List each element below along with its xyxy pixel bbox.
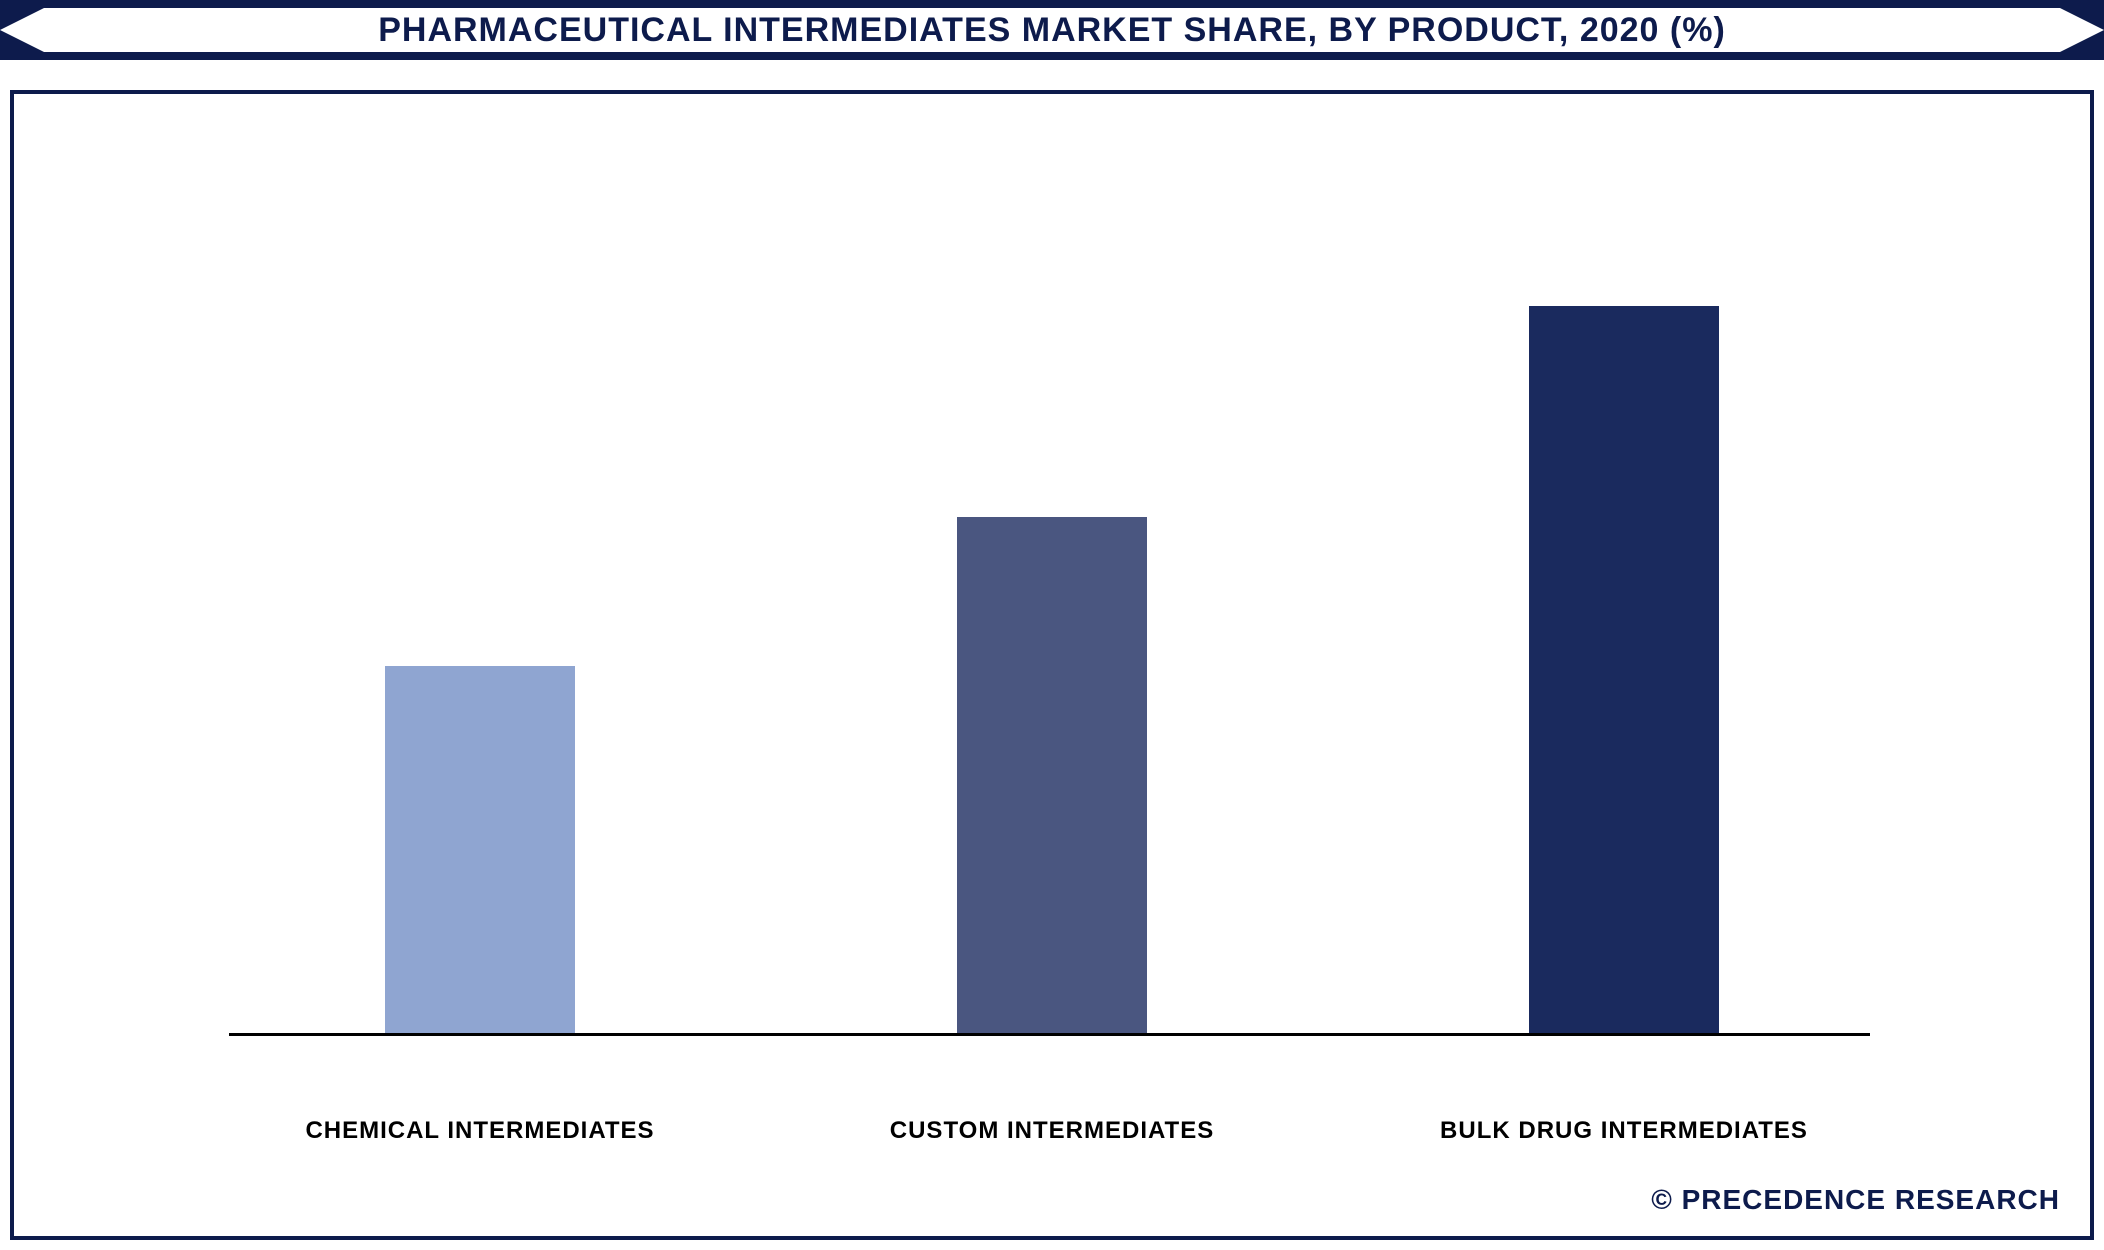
bar-group <box>280 666 680 1036</box>
bar-chemical-intermediates <box>385 666 575 1036</box>
chart-title-banner: PHARMACEUTICAL INTERMEDIATES MARKET SHAR… <box>0 0 2104 60</box>
chart-plot-area <box>194 154 1910 1036</box>
copyright-text: © PRECEDENCE RESEARCH <box>1651 1184 2060 1216</box>
bar-custom-intermediates <box>957 517 1147 1036</box>
x-axis-line <box>229 1033 1870 1036</box>
bar-label: CUSTOM INTERMEDIATES <box>852 1115 1252 1146</box>
bar-bulk-drug-intermediates <box>1529 306 1719 1036</box>
x-axis-labels: CHEMICAL INTERMEDIATES CUSTOM INTERMEDIA… <box>194 1115 1910 1146</box>
chart-title: PHARMACEUTICAL INTERMEDIATES MARKET SHAR… <box>378 11 1726 50</box>
chart-container: CHEMICAL INTERMEDIATES CUSTOM INTERMEDIA… <box>10 90 2094 1240</box>
bar-group <box>1424 306 1824 1036</box>
bar-label: CHEMICAL INTERMEDIATES <box>280 1115 680 1146</box>
bar-group <box>852 517 1252 1036</box>
bar-label: BULK DRUG INTERMEDIATES <box>1424 1115 1824 1146</box>
